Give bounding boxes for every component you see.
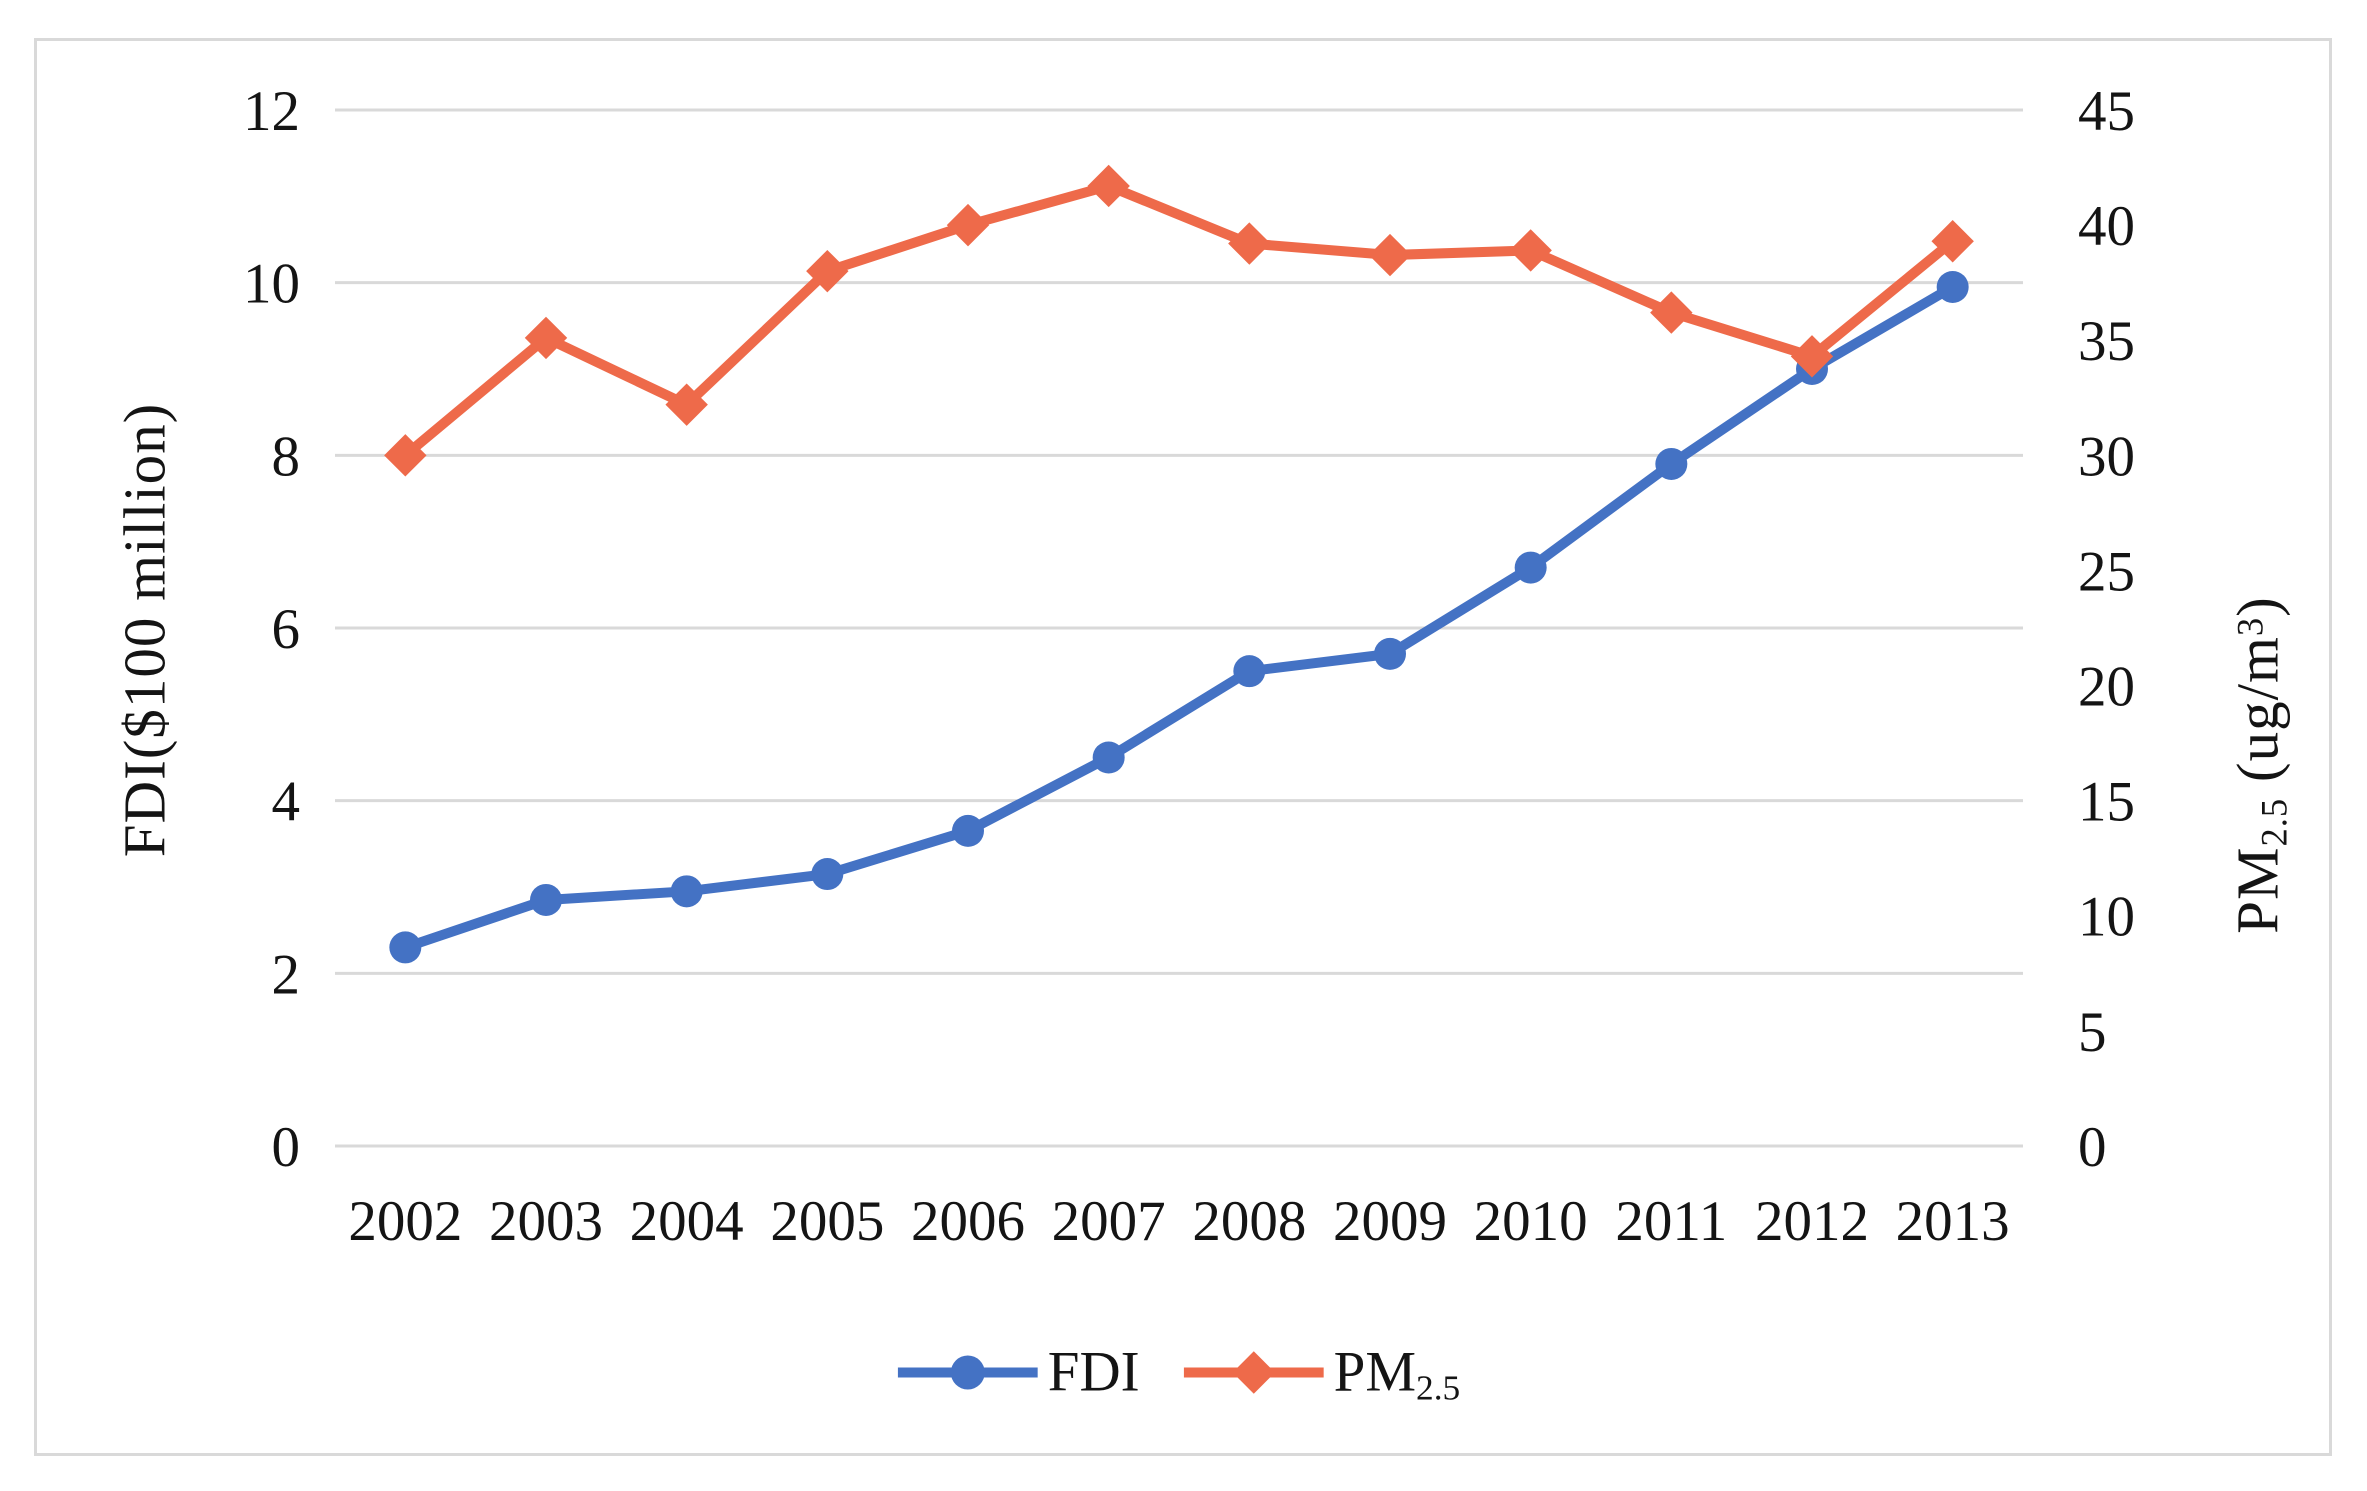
right-axis-title: PM2.5 (ug/m3) xyxy=(2224,596,2295,934)
pm25-line-marker-icon xyxy=(1183,1350,1324,1394)
right-axis-tick-label: 0 xyxy=(2078,1116,2107,1179)
legend-label-fdi: FDI xyxy=(1047,1340,1140,1404)
x-axis-year-label: 2010 xyxy=(1474,1190,1588,1253)
right-axis-tick-label: 40 xyxy=(2078,195,2135,258)
fdi-line-marker-icon xyxy=(897,1355,1038,1389)
right-axis-tick-label: 30 xyxy=(2078,425,2135,488)
right-axis-tick-label: 45 xyxy=(2078,80,2135,143)
legend-label-pm25: PM2.5 xyxy=(1333,1340,1461,1408)
x-axis-year-label: 2005 xyxy=(770,1190,884,1253)
right-axis-title-superscript: 3 xyxy=(2229,616,2271,637)
right-axis-title-subscript: 2.5 xyxy=(2253,797,2295,847)
x-axis-year-label: 2011 xyxy=(1615,1190,1727,1253)
left-axis-tick-label: 0 xyxy=(272,1116,301,1179)
legend-item-pm25: PM2.5 xyxy=(1183,1340,1461,1408)
x-axis-year-label: 2007 xyxy=(1052,1190,1166,1253)
right-axis-ticks: 0 5 10 15 20 25 30 35 40 45 xyxy=(2078,80,2135,1179)
x-axis-year-label: 2002 xyxy=(348,1190,462,1253)
legend-label-pm25-subscript: 2.5 xyxy=(1416,1368,1461,1408)
left-axis-tick-label: 4 xyxy=(272,771,301,834)
x-axis-year-label: 2006 xyxy=(911,1190,1025,1253)
right-axis-tick-label: 25 xyxy=(2078,540,2135,603)
x-axis-year-label: 2008 xyxy=(1192,1190,1306,1253)
left-axis-tick-label: 6 xyxy=(272,598,301,661)
left-axis-tick-label: 2 xyxy=(272,943,301,1006)
legend-label-pm25-main: PM xyxy=(1333,1340,1417,1404)
legend-item-fdi: FDI xyxy=(897,1340,1140,1405)
x-axis-year-label: 2012 xyxy=(1755,1190,1869,1253)
right-axis-title-close: ) xyxy=(2224,596,2291,617)
right-axis-tick-label: 5 xyxy=(2078,1001,2107,1064)
left-axis-tick-label: 12 xyxy=(243,80,300,143)
left-axis-title-text: FDI($100 million) xyxy=(111,402,178,858)
right-axis-title-main: PM xyxy=(2224,846,2291,934)
left-axis-tick-label: 8 xyxy=(272,425,301,488)
fdi-series xyxy=(389,270,1969,964)
pm25-series xyxy=(384,164,1974,477)
x-axis-year-label: 2004 xyxy=(630,1190,744,1253)
right-axis-tick-label: 10 xyxy=(2078,886,2135,949)
chart-legend: FDI PM2.5 xyxy=(897,1340,1461,1408)
x-axis-labels: 2002 2003 2004 2005 2006 2007 2008 2009 2010 2011… xyxy=(348,1190,2009,1253)
x-axis-year-label: 2013 xyxy=(1896,1190,2010,1253)
right-axis-tick-label: 35 xyxy=(2078,310,2135,373)
right-axis-tick-label: 20 xyxy=(2078,656,2135,719)
right-axis-tick-label: 15 xyxy=(2078,771,2135,834)
x-axis-year-label: 2009 xyxy=(1333,1190,1447,1253)
right-axis-title-unit: (ug/m xyxy=(2224,636,2291,798)
left-axis-tick-label: 10 xyxy=(243,253,300,316)
left-axis-ticks: 0 2 4 6 8 10 12 xyxy=(243,80,300,1179)
x-axis-year-label: 2003 xyxy=(489,1190,603,1253)
gridlines xyxy=(335,108,2023,1148)
left-axis-title: FDI($100 million) xyxy=(111,403,180,858)
